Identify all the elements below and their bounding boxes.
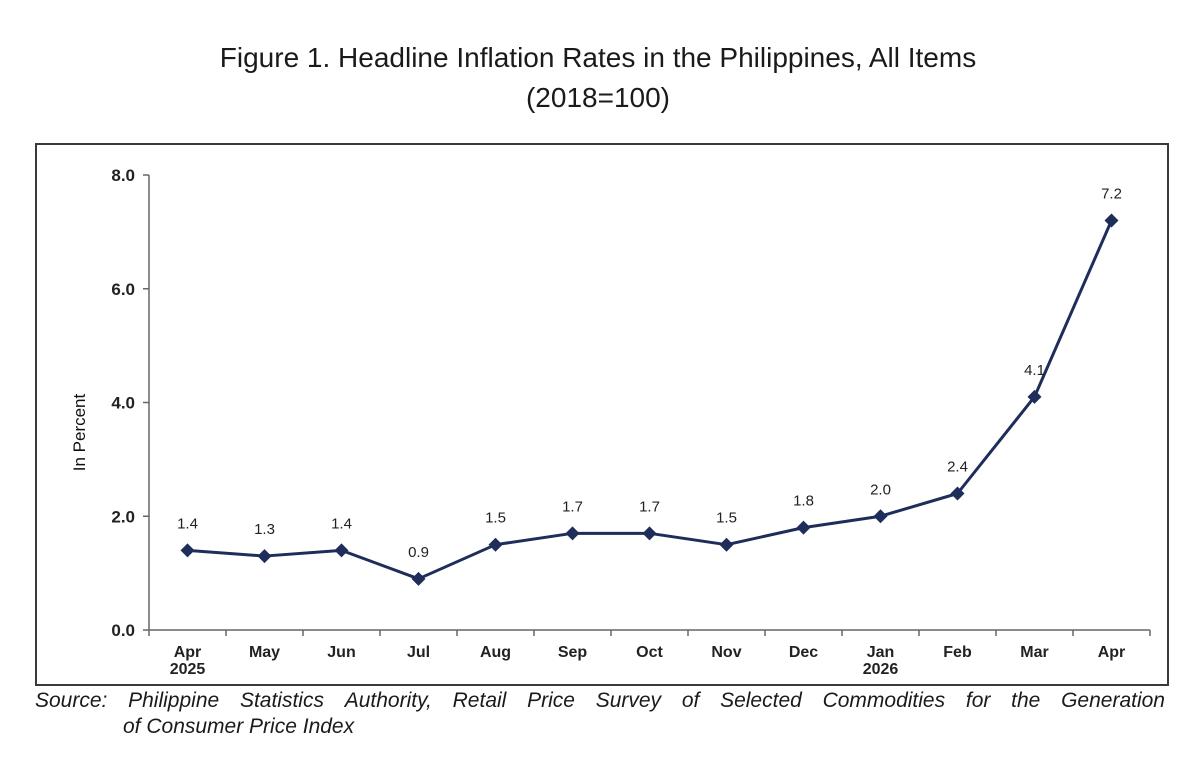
data-label: 2.0 xyxy=(870,481,891,498)
x-tick-year-label: 2025 xyxy=(170,661,206,678)
source-word: Commodities xyxy=(822,689,946,712)
data-point-marker xyxy=(796,520,811,535)
source-word: for xyxy=(965,689,991,712)
source-word: Survey xyxy=(595,689,662,712)
x-tick-label: Aug xyxy=(480,644,511,661)
data-point-marker xyxy=(180,543,195,558)
source-word: Statistics xyxy=(239,689,324,712)
x-tick-label: Dec xyxy=(789,644,818,661)
data-point-marker xyxy=(1104,213,1119,228)
source-word: Source: xyxy=(35,689,108,712)
x-tick-label: Mar xyxy=(1020,644,1048,661)
source-word: Authority, xyxy=(344,689,432,712)
data-point-marker xyxy=(565,526,580,541)
data-point-marker xyxy=(950,486,965,501)
data-label: 0.9 xyxy=(408,544,429,561)
x-tick-year-label: 2026 xyxy=(863,661,899,678)
data-point-marker xyxy=(257,549,272,564)
y-tick-label: 0.0 xyxy=(111,621,135,640)
x-tick-label: Jun xyxy=(327,644,355,661)
y-tick-label: 8.0 xyxy=(111,166,135,185)
source-line2: of Consumer Price Index xyxy=(123,715,355,738)
x-tick-label: Oct xyxy=(636,644,663,661)
y-axis-title: In Percent xyxy=(70,393,89,471)
x-tick-label: May xyxy=(249,644,280,661)
data-point-marker xyxy=(334,543,349,558)
chart-title-line2: (2018=100) xyxy=(525,82,670,113)
data-point-marker xyxy=(1027,389,1042,404)
chart-title: Figure 1. Headline Inflation Rates in th… xyxy=(0,38,1196,118)
data-label: 4.1 xyxy=(1024,362,1045,379)
x-tick-label: Sep xyxy=(558,644,588,661)
series-line xyxy=(187,219,1113,581)
x-tick-label: Jan xyxy=(867,644,895,661)
source-word: Price xyxy=(527,689,575,712)
data-point-marker xyxy=(411,571,426,586)
source-word: Retail xyxy=(452,689,507,712)
data-label: 1.7 xyxy=(639,498,660,515)
x-tick-label: Apr xyxy=(174,644,202,661)
data-point-marker xyxy=(488,537,503,552)
data-point-marker xyxy=(642,526,657,541)
y-tick-label: 4.0 xyxy=(111,394,135,413)
chart-frame: 0.0 2.0 4.0 6.0 8.0 In Percent Apr 2025 May Jun Ju… xyxy=(35,143,1169,686)
data-label: 1.7 xyxy=(562,498,583,515)
source-note: Source: Philippine Statistics Authority, Ret… xyxy=(35,688,1165,740)
data-label: 1.3 xyxy=(254,521,275,538)
source-word: of xyxy=(681,689,700,712)
x-tick-label: Apr xyxy=(1098,644,1126,661)
x-tick-label: Jul xyxy=(407,644,430,661)
data-label: 1.5 xyxy=(716,510,737,527)
data-label: 1.4 xyxy=(331,515,352,532)
y-tick-label: 6.0 xyxy=(111,280,135,299)
source-line1: Source: Philippine Statistics Authority, Ret… xyxy=(35,688,1165,714)
x-tick-label: Feb xyxy=(943,644,972,661)
y-tick-label: 2.0 xyxy=(111,507,135,526)
data-label: 1.8 xyxy=(793,493,814,510)
source-word: Selected xyxy=(720,689,802,712)
data-label: 7.2 xyxy=(1101,186,1122,203)
x-tick-label: Nov xyxy=(711,644,741,661)
source-word: Philippine xyxy=(128,689,220,712)
source-word: the xyxy=(1011,689,1041,712)
data-point-marker xyxy=(873,509,888,524)
data-label: 2.4 xyxy=(947,459,968,476)
chart-title-line1: Figure 1. Headline Inflation Rates in th… xyxy=(219,42,977,73)
source-word: Generation xyxy=(1061,689,1165,712)
data-label: 1.5 xyxy=(485,510,506,527)
data-point-marker xyxy=(719,537,734,552)
data-label: 1.4 xyxy=(177,515,198,532)
